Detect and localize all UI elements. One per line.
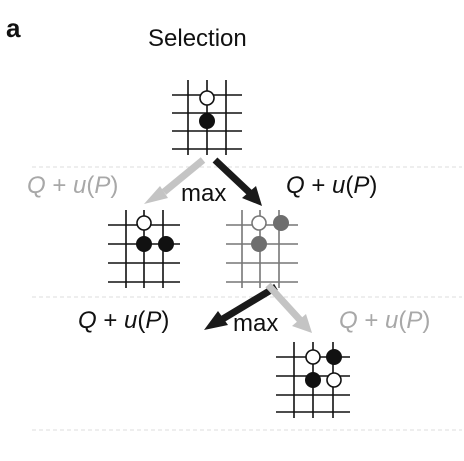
label-max-top: max (181, 180, 226, 207)
root-black-stone (199, 113, 215, 129)
grandchild-black-stone-1 (326, 349, 342, 365)
left-child-black-stone-1 (136, 236, 152, 252)
left-child-black-stone-2 (158, 236, 174, 252)
root-white-stone (199, 90, 215, 106)
right-child-white-stone (251, 215, 267, 231)
arrow-selected-top (212, 157, 262, 206)
panel-label: a (6, 13, 21, 43)
label-q-plus-u-right-bottom: Q + u(P) (339, 307, 430, 334)
label-max-bottom: max (233, 310, 278, 337)
arrow-unselected-top (144, 157, 206, 204)
label-q-plus-u-left-bottom: Q + u(P) (78, 307, 169, 334)
left-child-white-stone (136, 215, 152, 231)
right-child-grey-stone-1 (273, 215, 289, 231)
root-board (172, 80, 242, 155)
right-child-grey-stone-2 (251, 236, 267, 252)
grandchild-white-stone-1 (305, 349, 321, 365)
grandchild-black-stone-2 (305, 372, 321, 388)
label-q-plus-u-right-top: Q + u(P) (286, 172, 377, 199)
grandchild-white-stone-2 (326, 372, 342, 388)
arrow-unselected-bottom (265, 282, 312, 333)
arrow-selected-bottom (204, 283, 278, 330)
diagram-title: Selection (148, 25, 247, 52)
label-q-plus-u-left-top: Q + u(P) (27, 172, 118, 199)
